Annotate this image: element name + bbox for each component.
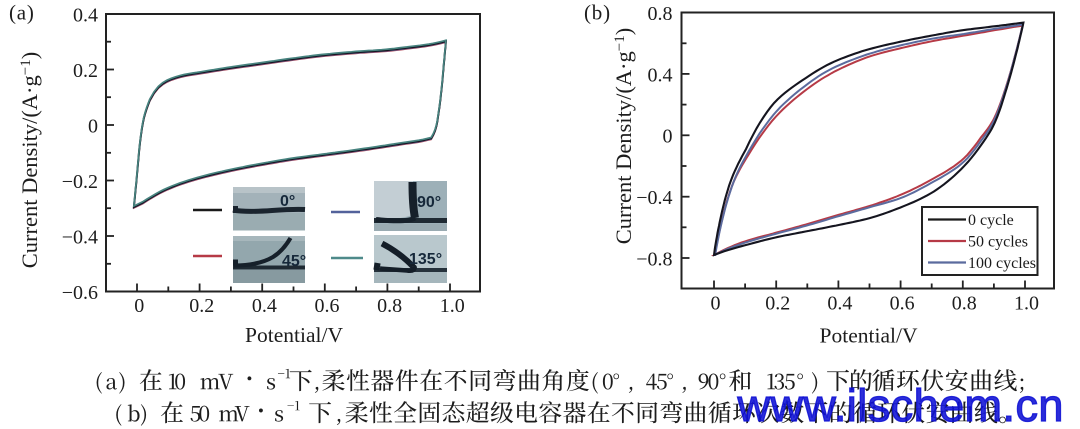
svg-text:90°: 90° <box>417 194 441 211</box>
svg-text:50 cycles: 50 cycles <box>968 233 1028 250</box>
svg-text:Potential/V: Potential/V <box>245 323 343 347</box>
svg-text:−0.8: −0.8 <box>636 248 672 270</box>
svg-text:0.4: 0.4 <box>73 4 98 26</box>
svg-text:100 cycles: 100 cycles <box>968 255 1036 272</box>
svg-text:(b): (b) <box>584 1 611 25</box>
svg-text:0.6: 0.6 <box>890 293 915 315</box>
svg-text:0.2: 0.2 <box>73 60 98 82</box>
svg-text:Potential/V: Potential/V <box>820 324 918 348</box>
svg-text:135°: 135° <box>409 251 442 268</box>
svg-text:−0.2: −0.2 <box>62 171 98 193</box>
svg-text:−0.6: −0.6 <box>62 282 98 304</box>
svg-text:45°: 45° <box>282 253 306 270</box>
svg-text:0.2: 0.2 <box>189 295 214 317</box>
svg-text:0 cycle: 0 cycle <box>968 212 1014 229</box>
svg-text:0.2: 0.2 <box>765 293 790 315</box>
svg-text:Current Density/(A·g−1): Current Density/(A·g−1) <box>17 52 42 269</box>
svg-text:0: 0 <box>711 293 721 315</box>
svg-text:1.0: 1.0 <box>1014 293 1039 315</box>
svg-text:0: 0 <box>134 295 144 317</box>
svg-text:0: 0 <box>663 126 673 148</box>
svg-text:0.4: 0.4 <box>252 295 277 317</box>
svg-text:(a): (a) <box>9 1 35 25</box>
svg-text:0°: 0° <box>280 193 295 210</box>
svg-text:0.8: 0.8 <box>952 293 977 315</box>
svg-text:1.0: 1.0 <box>440 295 465 317</box>
svg-text:0: 0 <box>88 115 98 137</box>
svg-text:0.6: 0.6 <box>315 295 340 317</box>
svg-text:0.4: 0.4 <box>827 293 852 315</box>
svg-text:0.8: 0.8 <box>377 295 402 317</box>
svg-text:Current Density/(A·g−1): Current Density/(A·g−1) <box>611 28 636 245</box>
svg-text:−0.4: −0.4 <box>62 226 98 248</box>
svg-text:0.4: 0.4 <box>648 64 673 86</box>
svg-text:0.8: 0.8 <box>648 3 673 25</box>
svg-text:−0.4: −0.4 <box>636 187 672 209</box>
svg-text:www.ilschem.cn: www.ilschem.cn <box>737 380 1064 429</box>
